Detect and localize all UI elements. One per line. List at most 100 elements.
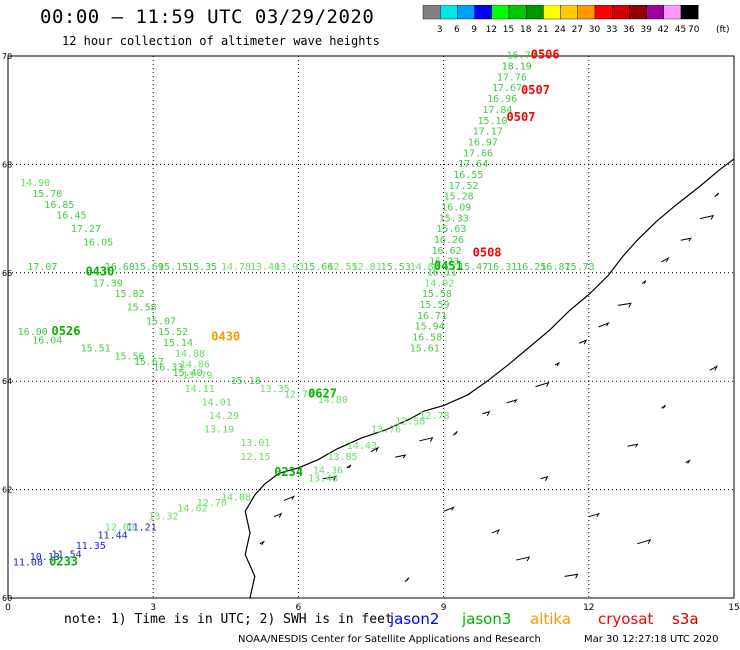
- island-outline: [419, 437, 434, 443]
- swh-value-label: 12.15: [240, 452, 270, 463]
- island-outline: [395, 454, 407, 459]
- colorbar-tick-label: 15: [503, 25, 514, 35]
- island-outline: [370, 446, 380, 453]
- footer-timestamp: Mar 30 12:27:18 UTC 2020: [584, 634, 719, 645]
- pass-time-label: 0526: [52, 324, 81, 338]
- swh-value-label: 14.86: [180, 360, 210, 371]
- colorbar-tick-label: 21: [537, 25, 548, 35]
- island-outline: [627, 443, 639, 448]
- island-outline: [564, 573, 579, 579]
- swh-value-label: 11.21: [127, 522, 157, 533]
- swh-value-label: 15.15: [158, 262, 188, 273]
- swh-value-label: 13.85: [327, 452, 357, 463]
- swh-value-label: 14.29: [209, 411, 239, 422]
- y-tick-label: 64: [2, 377, 12, 386]
- island-outline: [709, 365, 718, 371]
- y-tick-label: 70: [2, 52, 12, 61]
- y-tick-label: 62: [2, 486, 12, 495]
- swh-value-label: 14.62: [177, 503, 207, 514]
- swh-value-label: 15.58: [422, 289, 452, 300]
- swh-value-label: 14.36: [313, 465, 343, 476]
- swh-value-label: 18.19: [502, 62, 532, 73]
- swh-value-label: 15.59: [419, 300, 449, 311]
- swh-value-label: 16.25: [516, 262, 546, 273]
- legend-jason2: jason2: [390, 610, 440, 628]
- swh-value-label: 15.18: [231, 376, 261, 387]
- swh-value-label: 15.70: [32, 189, 62, 200]
- colorbar-tick-label: 27: [572, 25, 583, 35]
- swh-value-label: 16.45: [56, 211, 86, 222]
- legend-cryosat: cryosat: [598, 610, 654, 628]
- pass-time-label: 0233: [49, 554, 78, 568]
- swh-value-label: 12.55: [327, 262, 357, 273]
- colorbar-swatch: [508, 5, 527, 20]
- island-outline: [598, 321, 610, 328]
- swh-value-label: 15.61: [410, 343, 440, 354]
- swh-value-label: 11.35: [76, 541, 106, 552]
- x-tick-label: 0: [5, 603, 11, 613]
- pass-time-label: 0508: [473, 246, 502, 260]
- swh-value-label: 16.11: [427, 268, 457, 279]
- colorbar-tick-label: 24: [554, 25, 566, 35]
- swh-value-label: 16.04: [32, 335, 62, 346]
- island-outline: [346, 464, 352, 469]
- swh-value-label: 15.52: [158, 327, 188, 338]
- map-frame: [7, 55, 735, 599]
- swh-value-label: 14.88: [410, 262, 440, 273]
- island-outline: [714, 192, 720, 198]
- swh-value-label: 16.68: [105, 262, 135, 273]
- colorbar-swatch: [663, 5, 682, 20]
- swh-value-label: 11.44: [98, 530, 128, 541]
- swh-value-label: 15.35: [187, 262, 217, 273]
- swh-value-label: 15.10: [477, 116, 507, 127]
- y-tick-label: 60: [2, 594, 12, 603]
- swh-value-label: 16.71: [417, 311, 447, 322]
- page-subtitle: 12 hour collection of altimeter wave hei…: [62, 34, 380, 48]
- swh-value-label: 17.66: [463, 148, 493, 159]
- swh-value-label: 15.82: [114, 289, 144, 300]
- pass-time-label: 0507: [521, 83, 550, 97]
- swh-value-label: 17.17: [473, 127, 503, 138]
- swh-value-label: 14.01: [202, 398, 232, 409]
- swh-value-label: 15.28: [444, 192, 474, 203]
- swh-value-label: 10.13: [30, 552, 60, 563]
- pass-time-label: 0506: [531, 48, 560, 62]
- legend-altika: altika: [530, 610, 572, 628]
- x-tick-label: 3: [150, 603, 156, 613]
- swh-value-label: 15.33: [439, 213, 469, 224]
- swh-value-label: 16.97: [468, 137, 498, 148]
- coastline: [244, 158, 735, 599]
- swh-value-label: 15.47: [458, 262, 488, 273]
- swh-value-label: 11.08: [13, 557, 43, 568]
- swh-value-label: 16.09: [441, 202, 471, 213]
- island-outline: [685, 459, 692, 464]
- colorbar-swatch: [491, 5, 510, 20]
- colorbar-swatch: [560, 5, 579, 20]
- swh-value-label: 17.39: [93, 278, 123, 289]
- swh-value-label: 15.63: [436, 224, 466, 235]
- swh-value-label: 15.14: [163, 338, 193, 349]
- colorbar-tick-label: 6: [454, 25, 460, 35]
- footer-credit: NOAA/NESDIS Center for Satellite Applica…: [238, 634, 541, 645]
- track-cryosat-northbound: 16.7918.1917.7617.6716.9617.8415.1017.17…: [410, 51, 537, 355]
- swh-value-label: 13.79: [182, 370, 212, 381]
- pass-time-label: 0234: [274, 465, 303, 479]
- swh-value-label: 14.90: [20, 178, 50, 189]
- swh-value-label: 15.69: [134, 262, 164, 273]
- colorbar-swatch: [474, 5, 492, 20]
- swh-value-label: 17.84: [482, 105, 512, 116]
- island-outline: [491, 528, 501, 535]
- swh-value-label: 13.01: [240, 438, 270, 449]
- swh-value-label: 15.66: [303, 262, 333, 273]
- swh-value-label: 15.51: [81, 343, 111, 354]
- swh-value-label: 16.31: [487, 262, 517, 273]
- colorbar-swatch: [680, 5, 699, 20]
- swh-value-label: 16.55: [453, 170, 483, 181]
- swh-value-label: 14.78: [221, 262, 251, 273]
- colorbar-tick-label: 42: [658, 25, 669, 35]
- swh-value-label: 15.53: [381, 262, 411, 273]
- swh-value-label: 16.85: [44, 200, 74, 211]
